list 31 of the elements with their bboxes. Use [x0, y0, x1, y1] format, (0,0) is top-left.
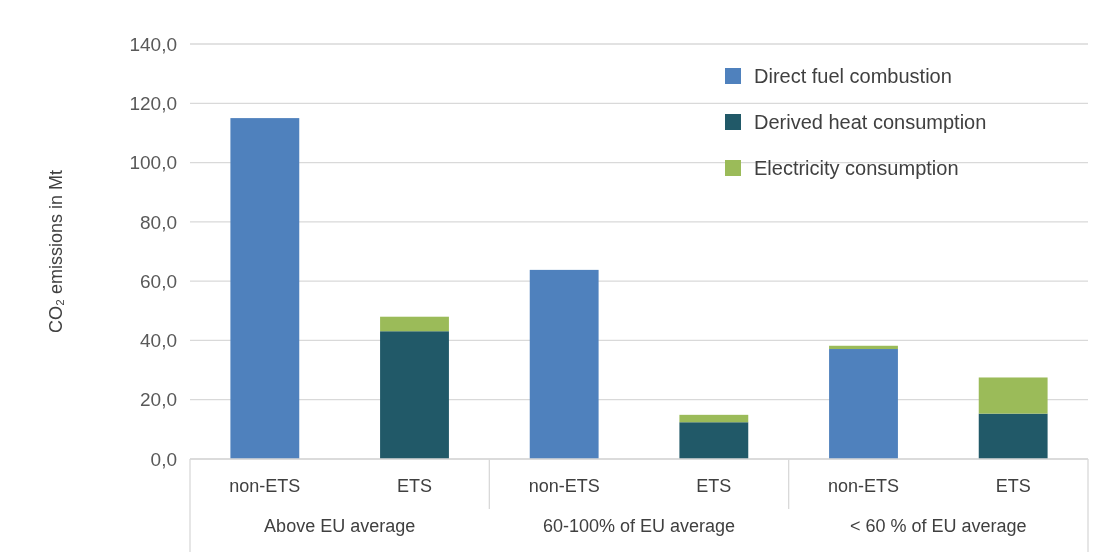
x-tick-label: non-ETS: [229, 476, 301, 496]
y-tick-label: 40,0: [140, 330, 177, 352]
y-tick-label: 0,0: [150, 448, 177, 470]
legend-label: Direct fuel combustion: [754, 65, 952, 87]
y-tick-label: 120,0: [129, 92, 177, 114]
bar: [679, 414, 749, 423]
x-tick-label: ETS: [995, 476, 1031, 496]
y-tick-label: 80,0: [140, 211, 177, 233]
bar: [380, 316, 449, 332]
bar: [829, 345, 898, 350]
text: < 60 % of EU average: [850, 516, 1027, 536]
x-tick-label: non-ETS: [528, 476, 600, 496]
text: Above EU average: [264, 516, 416, 536]
bar: [679, 422, 749, 459]
y-tick-label: 20,0: [140, 389, 177, 411]
y-axis-title: CO₂ emissions in Mt: [46, 169, 66, 334]
y-tick-label: 100,0: [129, 152, 177, 174]
x-tick-label: ETS: [396, 476, 433, 496]
x-tick-label: non-ETS: [827, 476, 900, 496]
legend-label: Derived heat consumption: [754, 111, 987, 133]
bar: [230, 118, 300, 459]
bar: [978, 377, 1048, 414]
y-tick-label: 60,0: [140, 270, 177, 292]
text: 60-100% of EU average: [542, 516, 736, 536]
y-tick-label: 140,0: [129, 33, 177, 55]
bar: [380, 331, 449, 459]
bar: [978, 413, 1048, 459]
x-tick-label: ETS: [696, 476, 732, 496]
legend-label: Electricity consumption: [754, 157, 959, 179]
bar: [529, 269, 599, 459]
bar: [829, 349, 898, 459]
